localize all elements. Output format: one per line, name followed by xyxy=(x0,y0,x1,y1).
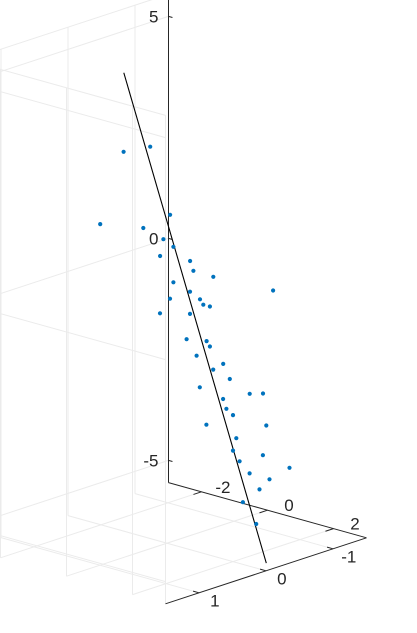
data-point xyxy=(188,258,193,264)
data-point xyxy=(230,413,236,418)
grid-line xyxy=(0,537,200,594)
data-point xyxy=(197,385,202,390)
data-point xyxy=(221,396,226,402)
y-tick-label: 1 xyxy=(210,591,219,610)
data-point xyxy=(254,521,259,527)
z-tick-mark xyxy=(168,15,173,18)
axis-layer xyxy=(165,0,367,605)
data-point xyxy=(184,337,189,342)
x-tick-label: 2 xyxy=(350,515,359,534)
data-point xyxy=(187,311,193,316)
data-points xyxy=(98,144,292,527)
z-tick-label: -5 xyxy=(143,451,158,470)
data-point xyxy=(234,436,239,441)
grid-line xyxy=(134,493,334,550)
data-point xyxy=(271,288,276,293)
x-tick-mark xyxy=(259,509,268,514)
x-tick-mark xyxy=(325,528,334,532)
data-point xyxy=(158,253,163,259)
data-point xyxy=(191,268,196,273)
x-tick-label: -2 xyxy=(215,478,230,497)
grid-line xyxy=(0,459,169,517)
data-point xyxy=(121,149,126,154)
z-tick-label: 5 xyxy=(149,7,158,26)
data-point xyxy=(240,500,245,505)
data-point xyxy=(227,376,232,382)
data-point xyxy=(247,471,252,476)
data-point xyxy=(168,212,173,217)
y-tick-mark xyxy=(326,546,334,550)
data-point xyxy=(221,361,226,366)
data-point xyxy=(187,289,193,294)
data-point xyxy=(260,391,266,396)
data-point xyxy=(197,297,203,302)
data-point xyxy=(157,311,163,316)
grid-line xyxy=(0,15,169,73)
data-point xyxy=(141,225,146,231)
data-point xyxy=(161,237,166,242)
data-point xyxy=(98,222,103,227)
data-point xyxy=(148,144,153,149)
x-tick-label: 0 xyxy=(284,496,293,515)
data-point xyxy=(194,353,199,358)
grid-line xyxy=(0,534,166,583)
grid-line xyxy=(0,312,166,361)
data-point xyxy=(211,367,216,372)
pane-edge xyxy=(0,0,153,51)
grid-line xyxy=(67,515,267,572)
data-point xyxy=(207,304,212,309)
y-tick-label: 0 xyxy=(277,569,286,588)
z-tick-label: 0 xyxy=(149,229,158,248)
data-point xyxy=(204,422,209,427)
data-point xyxy=(264,423,269,428)
data-point xyxy=(267,477,272,482)
fit-line-layer xyxy=(123,72,267,564)
data-point xyxy=(171,280,176,285)
data-point xyxy=(287,465,292,470)
data-point xyxy=(237,459,242,464)
grid-line xyxy=(0,237,169,295)
data-point xyxy=(201,302,206,307)
data-point xyxy=(230,448,236,453)
data-point xyxy=(260,453,265,458)
x-tick-mark xyxy=(193,491,202,495)
pane-edge xyxy=(0,68,166,116)
y-tick-mark xyxy=(192,590,200,594)
tick-labels: -2 0 2 1 0 -1 5 0 -5 xyxy=(143,7,359,610)
fit-line xyxy=(123,72,267,564)
data-point xyxy=(207,344,212,349)
z-tick-mark xyxy=(168,459,173,462)
data-point xyxy=(204,339,209,344)
y-tick-label: -1 xyxy=(341,547,356,566)
y-tick-mark xyxy=(259,568,267,572)
data-point xyxy=(167,296,173,301)
grid-layer xyxy=(0,0,334,604)
data-point xyxy=(257,487,262,492)
data-point xyxy=(171,244,176,249)
data-point xyxy=(211,274,216,279)
data-point xyxy=(247,391,252,396)
data-point xyxy=(224,406,229,411)
